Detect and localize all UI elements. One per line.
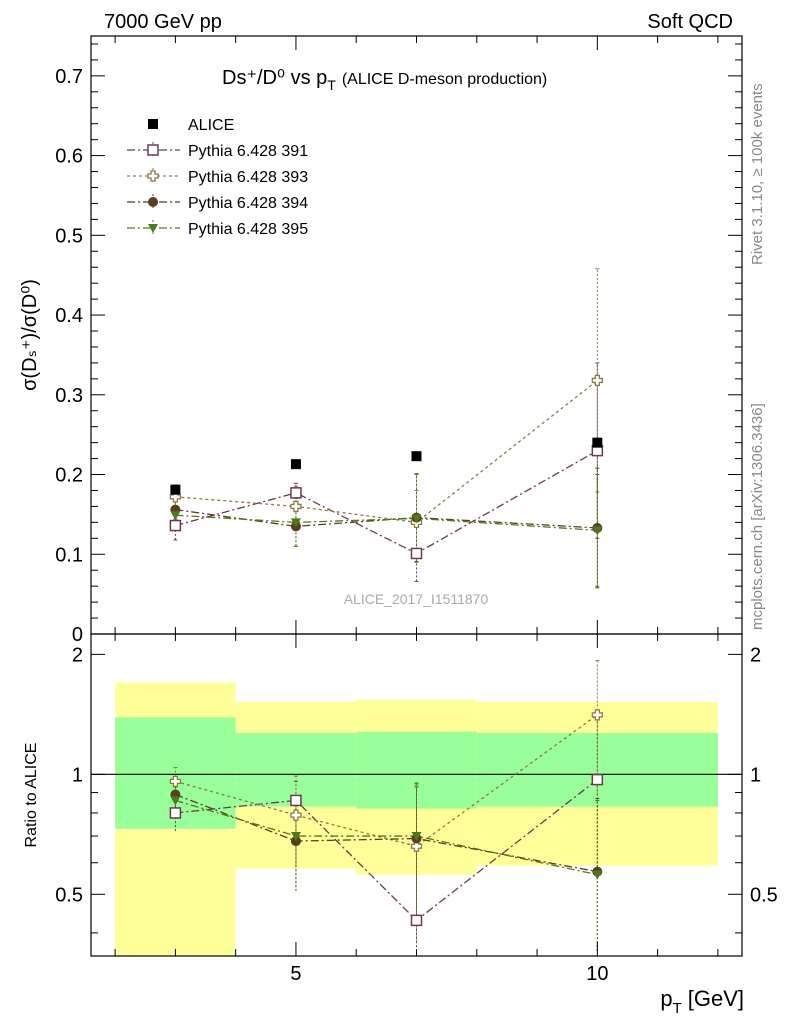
plot-title-note: (ALICE D-meson production) bbox=[342, 71, 547, 88]
x-axis-label-main: p bbox=[660, 986, 672, 1011]
ratio-axes: 0.5 0.5 1 1 2 2 5 10 bbox=[55, 633, 778, 985]
ratio-series-3-line bbox=[175, 799, 598, 876]
legend-marker bbox=[147, 170, 159, 182]
top-ytick-label: 0.5 bbox=[55, 225, 83, 247]
series-4-point bbox=[592, 526, 603, 536]
top-panel-series bbox=[169, 268, 604, 589]
ratio-series-1-line bbox=[175, 714, 598, 847]
series-3-line bbox=[175, 508, 598, 529]
ratio-series-2-point bbox=[290, 836, 301, 847]
header-left: 7000 GeV pp bbox=[104, 11, 222, 33]
series-1-line bbox=[175, 450, 598, 555]
series-1-point bbox=[410, 547, 423, 560]
header-right: Soft QCD bbox=[647, 11, 733, 33]
ratio-series-1-point bbox=[410, 840, 423, 852]
top-ytick-label: 0.4 bbox=[55, 305, 83, 327]
legend-marker bbox=[148, 119, 158, 129]
ratio-series-0-point bbox=[169, 807, 182, 819]
top-ytick-label: 0.1 bbox=[55, 544, 83, 566]
legend: ALICE Pythia 6.428 391 Pythia 6.428 393 Pyt… bbox=[127, 117, 308, 238]
ratio-series-1-point bbox=[290, 809, 302, 821]
legend-entry: Pythia 6.428 395 bbox=[188, 221, 308, 238]
x-axis-label: pT [GeV] bbox=[660, 986, 744, 1017]
x-axis-label-sub: T bbox=[673, 1000, 682, 1017]
legend-entry: Pythia 6.428 393 bbox=[188, 169, 308, 186]
legend-marker bbox=[148, 197, 158, 207]
ratio-series bbox=[169, 660, 604, 952]
series-0-point bbox=[411, 451, 422, 462]
ratio-series-1-point bbox=[169, 775, 182, 788]
top-panel-axes: 0 0.1 0.2 0.3 0.4 0.5 0.6 0.7 bbox=[55, 35, 743, 646]
ratio-series-3-point bbox=[290, 832, 301, 842]
series-0-point bbox=[170, 484, 181, 495]
ratio-ytick-label-right: 0.5 bbox=[750, 884, 778, 906]
series-4-point bbox=[290, 518, 301, 528]
series-4-point bbox=[170, 511, 181, 521]
series-0-point bbox=[290, 459, 301, 470]
ratio-series-0-line bbox=[175, 779, 598, 922]
top-ytick-label: 0 bbox=[72, 624, 83, 646]
legend-entry: ALICE bbox=[188, 117, 234, 134]
ratio-series-1-point bbox=[591, 709, 603, 721]
x-axis-label-unit: [GeV] bbox=[688, 986, 744, 1011]
series-4-point bbox=[411, 514, 422, 524]
top-ytick-label: 0.7 bbox=[55, 66, 83, 88]
ratio-series-3-point bbox=[411, 832, 422, 842]
legend-entry: Pythia 6.428 394 bbox=[188, 195, 308, 212]
ratio-band-green bbox=[235, 732, 357, 807]
series-1-point bbox=[169, 519, 182, 532]
series-1-point bbox=[290, 487, 302, 499]
ratio-ytick-label: 1 bbox=[72, 764, 83, 786]
ratio-series-0-point bbox=[591, 773, 604, 786]
legend-entry: Pythia 6.428 391 bbox=[188, 143, 308, 160]
plot-title-sub: T bbox=[327, 77, 336, 93]
legend-marker bbox=[147, 144, 159, 156]
top-ylabel: σ(Dₛ⁺)/σ(D⁰) bbox=[19, 279, 41, 391]
ratio-ytick-label-right: 1 bbox=[750, 764, 761, 786]
plot-title-main: Ds⁺/D⁰ vs p bbox=[222, 67, 327, 89]
top-ytick-label: 0.2 bbox=[55, 465, 83, 487]
watermark: ALICE_2017_I1511870 bbox=[344, 591, 489, 607]
legend-marker bbox=[148, 224, 158, 233]
series-2-point bbox=[591, 374, 603, 387]
top-ytick-label: 0.3 bbox=[55, 385, 83, 407]
x-tick-label: 5 bbox=[290, 963, 301, 985]
ratio-series-0-point bbox=[410, 914, 423, 927]
ratio-series-0-point bbox=[290, 794, 302, 807]
rivet-label: Rivet 3.1.10, ≥ 100k events bbox=[749, 83, 766, 265]
ratio-ytick-label: 2 bbox=[72, 644, 83, 666]
top-ytick-label: 0.6 bbox=[55, 146, 83, 168]
x-tick-label: 10 bbox=[586, 963, 608, 985]
ratio-series-3-point bbox=[170, 796, 181, 806]
ratio-ytick-label: 0.5 bbox=[55, 884, 83, 906]
series-4-line bbox=[175, 514, 598, 531]
series-2-point bbox=[290, 500, 302, 513]
ratio-ytick-label-right: 2 bbox=[750, 644, 761, 666]
series-2-line bbox=[175, 379, 598, 524]
plot-title: Ds⁺/D⁰ vs pT (ALICE D-meson production) bbox=[222, 67, 547, 93]
series-0-point bbox=[592, 437, 603, 448]
mcplots-label: mcplots.cern.ch [arXiv:1306.3436] bbox=[749, 403, 766, 630]
series-2-point bbox=[169, 491, 182, 503]
ratio-ylabel: Ratio to ALICE bbox=[23, 743, 40, 848]
ratio-series-3-point bbox=[592, 870, 603, 880]
